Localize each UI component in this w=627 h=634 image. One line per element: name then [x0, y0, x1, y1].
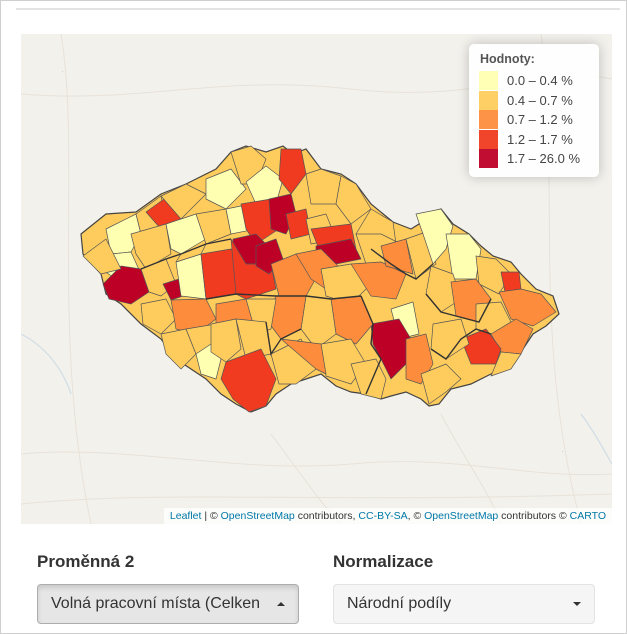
legend-swatch	[479, 110, 498, 130]
map-attribution: Leaflet | © OpenStreetMap contributors, …	[163, 508, 612, 524]
basemap-labels: · ·	[61, 67, 564, 456]
legend-swatch	[479, 149, 498, 169]
district-polygon[interactable]	[335, 175, 372, 225]
district-polygon[interactable]	[140, 298, 177, 335]
legend-item: 0.7 – 1.2 %	[479, 110, 589, 130]
district-polygon[interactable]	[160, 328, 197, 370]
district-polygon[interactable]	[210, 318, 242, 363]
district-polygon[interactable]	[278, 148, 307, 195]
legend-swatch	[479, 129, 498, 149]
normalization-select[interactable]: Národní podíly	[333, 584, 595, 624]
normalization-label: Normalizace	[333, 552, 434, 571]
district-polygon[interactable]	[220, 348, 277, 413]
svg-text:·: ·	[561, 447, 564, 456]
attribution-text: , ©	[407, 510, 425, 522]
legend-label: 1.7 – 26.0 %	[507, 151, 580, 167]
district-polygon[interactable]	[245, 165, 284, 205]
legend-item: 0.4 – 0.7 %	[479, 90, 589, 111]
district-polygon[interactable]	[82, 238, 122, 275]
legend-item: 0.0 – 0.4 %	[479, 71, 589, 91]
region-borders	[140, 238, 492, 395]
attribution-text: contributors ©	[498, 510, 570, 522]
attribution-text: contributors,	[294, 510, 359, 522]
variable-label: Proměnná 2	[37, 552, 135, 571]
openstreetmap-link-2[interactable]: OpenStreetMap	[424, 510, 499, 522]
legend-swatch	[479, 90, 498, 110]
district-polygon[interactable]	[498, 288, 557, 327]
legend-title: Hodnoty:	[480, 52, 535, 66]
variable-select-value: Volná pracovní místa (Celken	[51, 595, 260, 612]
leaflet-link[interactable]: Leaflet	[169, 510, 202, 522]
map-canvas[interactable]: · ·	[21, 34, 612, 524]
carto-link[interactable]: CARTO	[569, 510, 606, 522]
attribution-text: | ©	[201, 510, 221, 522]
district-polygon[interactable]	[420, 363, 462, 405]
district-polygon[interactable]	[490, 351, 522, 377]
district-polygon[interactable]	[305, 168, 342, 205]
openstreetmap-link[interactable]: OpenStreetMap	[220, 510, 295, 522]
district-polygon[interactable]	[280, 338, 327, 375]
districts[interactable]	[82, 145, 557, 413]
legend-swatch	[479, 71, 498, 91]
variable-select[interactable]: Volná pracovní místa (Celken	[37, 584, 299, 624]
legend-item: 1.2 – 1.7 %	[479, 129, 589, 150]
legend-label: 0.7 – 1.2 %	[507, 112, 573, 128]
district-polygon[interactable]	[370, 318, 412, 380]
map-legend: Hodnoty: 0.0 – 0.4 % 0.4 – 0.7 % 0.7 – 1…	[469, 44, 599, 177]
legend-label: 0.4 – 0.7 %	[507, 92, 573, 108]
district-polygon[interactable]	[165, 213, 207, 255]
district-polygon[interactable]	[350, 261, 407, 300]
choropleth-map[interactable]: · ·	[21, 34, 612, 524]
district-polygon[interactable]	[205, 168, 247, 210]
caret-up-icon	[277, 602, 285, 606]
district-polygon[interactable]	[425, 265, 462, 313]
top-divider	[16, 8, 620, 10]
legend-label: 0.0 – 0.4 %	[507, 73, 573, 89]
cc-by-sa-link[interactable]: CC-BY-SA	[358, 510, 408, 522]
basemap-water	[21, 333, 612, 465]
svg-text:·: ·	[61, 67, 64, 76]
normalization-select-value: Národní podíly	[347, 595, 452, 612]
district-polygon[interactable]	[415, 208, 454, 265]
legend-label: 1.2 – 1.7 %	[507, 131, 573, 147]
legend-item: 1.7 – 26.0 %	[479, 149, 589, 169]
district-polygon[interactable]	[430, 318, 470, 360]
caret-down-icon	[573, 602, 581, 606]
